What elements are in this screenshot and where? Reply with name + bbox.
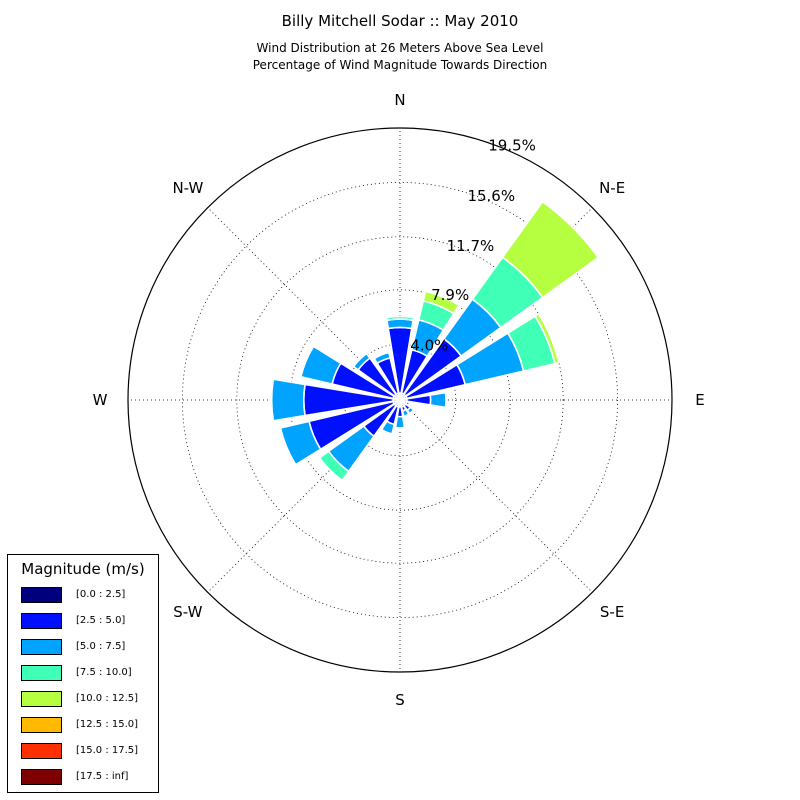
radial-tick-label: 19.5%: [488, 137, 536, 155]
legend-swatch: [21, 587, 62, 603]
radial-gridline: [181, 181, 619, 619]
legend-swatch: [21, 613, 62, 629]
direction-label: N-E: [599, 179, 625, 197]
chart-title: Billy Mitchell Sodar :: May 2010: [281, 12, 519, 30]
wind-bar-segment: [429, 391, 447, 409]
wind-bar-segment: [422, 290, 460, 315]
legend-label: [5.0 : 7.5]: [76, 641, 126, 652]
legend-swatch: [21, 639, 62, 655]
direction-label: S: [395, 691, 405, 709]
wind-bar-segment: [394, 426, 406, 431]
legend-title: Magnitude (m/s): [21, 560, 145, 578]
radial-gridline: [343, 343, 457, 457]
wind-bar-segment: [380, 428, 393, 437]
legend-label: [0.0 : 2.5]: [76, 589, 126, 600]
wind-bar-segment: [270, 378, 306, 422]
wind-bar-segment: [534, 313, 560, 365]
legend: Magnitude (m/s) [0.0 : 2.5] [2.5 : 5.0] [5…: [7, 554, 159, 793]
wind-bar-segment: [318, 450, 350, 482]
legend-label: [2.5 : 5.0]: [76, 615, 126, 626]
wind-bar-segment: [352, 352, 371, 371]
radial-gridline: [289, 289, 511, 511]
direction-label: W: [93, 391, 108, 409]
angular-gridline: [207, 207, 401, 401]
radial-tick-label: 4.0%: [410, 336, 448, 354]
direction-label: E: [695, 391, 704, 409]
wind-bar-segment: [501, 200, 600, 299]
direction-label: N: [394, 91, 405, 109]
wind-bar-segment: [385, 315, 415, 321]
legend-swatch: [21, 691, 62, 707]
angular-gridline: [399, 399, 593, 593]
chart-subtitle-2: Percentage of Wind Magnitude Towards Dir…: [252, 58, 548, 72]
legend-label: [17.5 : inf]: [76, 771, 129, 782]
legend-swatch: [21, 717, 62, 733]
legend-label: [7.5 : 10.0]: [76, 667, 132, 678]
radial-tick-label: 15.6%: [467, 187, 515, 205]
legend-swatch: [21, 665, 62, 681]
wind-bar-segment: [401, 408, 410, 418]
radial-tick-label: 11.7%: [447, 237, 495, 255]
radial-gridline: [236, 236, 564, 564]
chart-subtitle-1: Wind Distribution at 26 Meters Above Sea…: [256, 41, 544, 55]
angular-gridline: [207, 399, 401, 593]
radial-tick-label: 7.9%: [431, 286, 469, 304]
legend-label: [15.0 : 17.5]: [76, 745, 139, 756]
wind-bar-segment: [298, 344, 315, 378]
legend-label: [10.0 : 12.5]: [76, 693, 139, 704]
direction-label: N-W: [172, 179, 203, 197]
legend-swatch: [21, 743, 62, 759]
wind-bar-segment: [373, 351, 391, 365]
direction-label: S-E: [600, 603, 624, 621]
direction-label: S-W: [173, 603, 202, 621]
wind-bar-segment: [279, 420, 322, 466]
wind-bar-segment: [406, 406, 415, 415]
legend-label: [12.5 : 15.0]: [76, 719, 139, 730]
wind-bar-segment: [394, 415, 406, 429]
outer-circle: [127, 127, 673, 673]
wind-bar-segment: [386, 318, 414, 330]
legend-swatch: [21, 769, 62, 785]
